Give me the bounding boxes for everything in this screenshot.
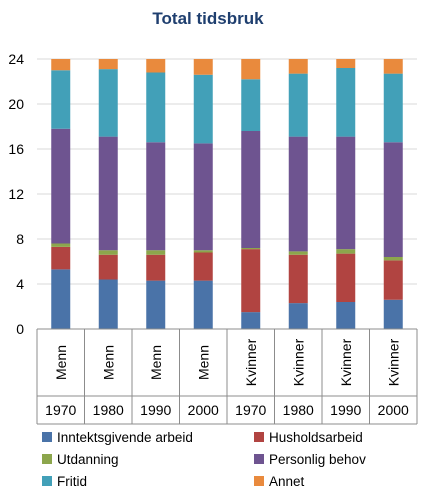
category-group-label: Menn (148, 345, 164, 380)
category-group-label: Kvinner (338, 338, 354, 386)
bar-segment (336, 136, 356, 250)
bar-segment (241, 312, 261, 329)
category-year-label: 1990 (140, 402, 171, 418)
bar-segment (336, 68, 356, 137)
bar-segment (146, 142, 166, 251)
bar-segment (288, 136, 308, 252)
bars (51, 59, 403, 329)
bar-segment (193, 143, 213, 251)
bar-segment (98, 136, 118, 251)
category-group-label: Kvinner (290, 338, 306, 386)
category-year-label: 1970 (235, 402, 266, 418)
bar-segment (288, 73, 308, 137)
bar-segment (241, 131, 261, 248)
y-tick-label: 12 (8, 186, 24, 202)
bar-segment (51, 128, 71, 244)
category-axis: Menn 1970 Menn 1980 Menn 1990 Menn 2000 Kvinner 1… (36, 328, 418, 425)
bar-segment (193, 252, 213, 281)
category-group-label: Menn (53, 345, 69, 380)
legend-swatch (42, 476, 52, 486)
bar-segment (383, 73, 403, 143)
bar-segment (98, 254, 118, 280)
legend-swatch (42, 454, 52, 464)
legend-label: Husholdsarbeid (269, 430, 363, 445)
category-year-label: 1970 (45, 402, 76, 418)
bar-segment (146, 59, 166, 73)
category-year-label: 1990 (330, 402, 361, 418)
legend-swatch (42, 432, 52, 442)
bar-segment (288, 251, 308, 255)
bar-segment (288, 254, 308, 304)
bar-segment (383, 59, 403, 74)
bar-segment (98, 279, 118, 329)
category-year-label: 2000 (188, 402, 219, 418)
bar-segment (51, 59, 71, 71)
gridlines (37, 58, 417, 330)
bar-segment (146, 72, 166, 143)
bar-segment (146, 280, 166, 329)
chart-title: Total tidsbruk (152, 9, 264, 28)
category-group-label: Kvinner (385, 338, 401, 386)
legend-label: Personlig behov (269, 452, 366, 467)
bar-segment (51, 269, 71, 329)
bar-segment (336, 249, 356, 254)
legend-label: Annet (269, 474, 305, 489)
bar-segment (383, 260, 403, 300)
bar-segment (98, 69, 118, 137)
bar-segment (336, 253, 356, 302)
category-year-label: 1980 (283, 402, 314, 418)
y-tick-label: 4 (16, 276, 24, 292)
legend-label: Utdanning (57, 452, 119, 467)
y-tick-label: 0 (16, 321, 24, 337)
legend-label: Fritid (57, 474, 87, 489)
legend-swatch (254, 454, 264, 464)
bar-segment (146, 250, 166, 255)
bar-segment (51, 70, 71, 129)
bar-segment (51, 243, 71, 247)
y-axis-ticks: 0 4 8 12 16 20 24 (8, 51, 24, 337)
bar-segment (241, 248, 261, 250)
bar-segment (336, 302, 356, 329)
y-tick-label: 8 (16, 231, 24, 247)
bar-segment (98, 59, 118, 70)
bar-segment (51, 246, 71, 270)
y-tick-label: 20 (8, 96, 24, 112)
bar-segment (241, 249, 261, 313)
bar-segment (193, 59, 213, 75)
bar-segment (193, 280, 213, 329)
y-tick-label: 16 (8, 141, 24, 157)
category-group-label: Menn (100, 345, 116, 380)
bar-segment (383, 142, 403, 257)
bar-segment (193, 74, 213, 144)
bar-segment (193, 250, 213, 253)
category-group-label: Kvinner (243, 338, 259, 386)
bar-segment (383, 257, 403, 261)
category-year-label: 1980 (93, 402, 124, 418)
bar-segment (146, 254, 166, 281)
bar-segment (98, 250, 118, 255)
category-group-label: Menn (195, 345, 211, 380)
bar-segment (241, 59, 261, 80)
legend-swatch (254, 432, 264, 442)
legend-label: Inntektsgivende arbeid (57, 430, 193, 445)
y-tick-label: 24 (8, 51, 24, 67)
bar-segment (336, 59, 356, 68)
bar-segment (383, 299, 403, 329)
bar-segment (288, 303, 308, 329)
category-year-label: 2000 (378, 402, 409, 418)
bar-segment (241, 79, 261, 131)
legend: Inntektsgivende arbeid Husholdsarbeid Utda… (42, 430, 366, 489)
legend-swatch (254, 476, 264, 486)
bar-segment (288, 59, 308, 74)
